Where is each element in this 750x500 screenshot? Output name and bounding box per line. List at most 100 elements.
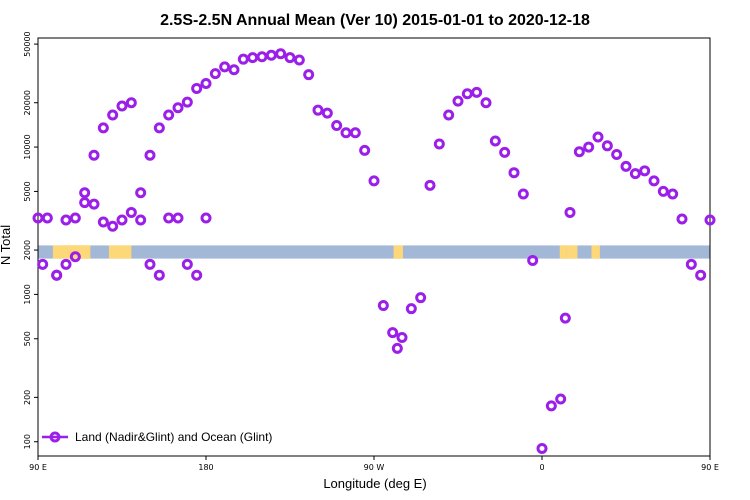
ocean-band [38, 245, 710, 259]
data-point [135, 214, 147, 226]
x-tick-label: 90 E [701, 463, 719, 472]
data-point [527, 254, 539, 266]
land-patch [108, 245, 132, 259]
y-tick-label: 500 [23, 331, 32, 346]
data-point [237, 53, 249, 65]
data-point [592, 131, 604, 143]
data-point [639, 165, 651, 177]
data-point [685, 258, 697, 270]
data-point [219, 61, 231, 73]
y-tick-label: 20000 [23, 90, 32, 115]
data-point [461, 88, 473, 100]
data-point [200, 212, 212, 224]
data-point [153, 269, 165, 281]
y-tick-label: 5000 [23, 181, 32, 201]
data-point [88, 149, 100, 161]
data-point [97, 122, 109, 134]
land-patch [396, 245, 402, 259]
data-point [247, 52, 259, 64]
x-tick-label: 90 W [364, 463, 385, 472]
land-patch [566, 245, 578, 259]
data-point [60, 258, 72, 270]
legend: Land (Nadir&Glint) and Ocean (Glint) [42, 430, 272, 444]
data-point [275, 48, 287, 60]
data-point [424, 179, 436, 191]
data-point [107, 220, 119, 232]
data-point [79, 197, 91, 209]
data-point [37, 258, 49, 270]
y-tick-label: 50000 [23, 31, 32, 56]
data-point [200, 78, 212, 90]
data-point [116, 100, 128, 112]
data-point [293, 54, 305, 66]
data-point [125, 97, 137, 109]
data-point [41, 212, 53, 224]
data-point [144, 258, 156, 270]
data-point [51, 269, 63, 281]
data-point [135, 187, 147, 199]
y-axis: 100 200 500 1000 2000 5000 10000 20000 50000 [23, 31, 38, 449]
data-point [377, 300, 389, 312]
data-point [499, 146, 511, 158]
data-point [181, 258, 193, 270]
data-point [359, 144, 371, 156]
x-axis: 90 E 180 90 W 0 90 E [29, 456, 719, 472]
data-point [452, 95, 464, 107]
data-point [172, 102, 184, 114]
data-point [303, 69, 315, 81]
data-point [564, 206, 576, 218]
data-point [667, 188, 679, 200]
data-point [88, 198, 100, 210]
data-point [265, 49, 277, 61]
y-tick-label: 2000 [23, 240, 32, 260]
land-patch [559, 245, 565, 259]
data-point [284, 52, 296, 64]
data-point [620, 160, 632, 172]
data-point [163, 109, 175, 121]
data-point [545, 400, 557, 412]
data-point [153, 122, 165, 134]
data-point [191, 269, 203, 281]
x-tick-label: 0 [539, 463, 544, 472]
data-point [536, 442, 548, 454]
data-point [559, 312, 571, 324]
data-point [191, 82, 203, 94]
data-point [60, 214, 72, 226]
data-point [489, 135, 501, 147]
data-point [256, 51, 268, 63]
data-point [433, 138, 445, 150]
data-point [508, 167, 520, 179]
data-point [172, 212, 184, 224]
map-strip [38, 245, 710, 259]
data-point [340, 127, 352, 139]
y-tick-label: 10000 [23, 134, 32, 159]
data-point [629, 168, 641, 180]
data-point [676, 213, 688, 225]
x-tick-label: 180 [198, 463, 213, 472]
legend-marker-icon [49, 431, 61, 443]
chart-title: 2.5S-2.5N Annual Mean (Ver 10) 2015-01-0… [160, 12, 590, 29]
x-axis-label: Longitude (deg E) [323, 476, 426, 491]
data-point [331, 120, 343, 132]
y-tick-label: 200 [23, 390, 32, 405]
data-point [368, 175, 380, 187]
data-point [396, 331, 408, 343]
data-point [480, 97, 492, 109]
data-point [228, 64, 240, 76]
data-point [209, 68, 221, 80]
data-point [125, 206, 137, 218]
y-axis-label: N Total [0, 225, 13, 265]
data-point [657, 185, 669, 197]
data-point [321, 107, 333, 119]
land-patch [591, 245, 600, 259]
data-point [97, 216, 109, 228]
data-point [611, 149, 623, 161]
data-point [704, 214, 716, 226]
data-point [387, 327, 399, 339]
data-point [471, 86, 483, 98]
data-point [349, 127, 361, 139]
data-point [443, 109, 455, 121]
data-point [69, 251, 81, 263]
data-point [601, 140, 613, 152]
